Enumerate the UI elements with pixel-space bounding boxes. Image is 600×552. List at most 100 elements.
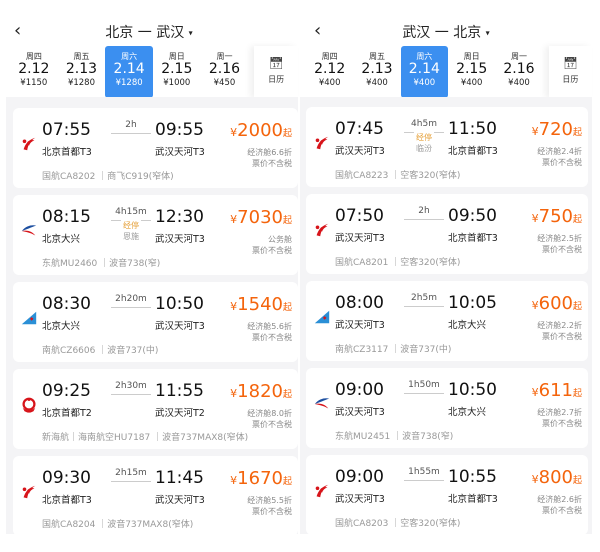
departure-time: 09:00 bbox=[335, 467, 384, 487]
departure-airport: 武汉天河T3 bbox=[335, 146, 385, 157]
price-suffix: 起 bbox=[282, 477, 292, 487]
flight-card[interactable]: 08:15 北京大兴 4h15m 经停 恩施 12:30 武汉天河T3 ¥7030起… bbox=[13, 195, 298, 275]
flight-info: 南航CZ3117 ｜波音737(中) bbox=[335, 345, 452, 355]
back-icon[interactable]: ‹ bbox=[14, 20, 22, 41]
arrival-time: 11:55 bbox=[155, 381, 204, 401]
china-southern-logo-icon bbox=[20, 309, 38, 327]
duration-text: 2h20m bbox=[115, 294, 147, 304]
tax-note: 票价不含税 bbox=[252, 246, 292, 255]
date-tab[interactable]: 周五 2.13 ¥400 bbox=[353, 46, 400, 98]
currency: ¥ bbox=[531, 386, 539, 399]
date: 2.14 bbox=[408, 61, 440, 77]
weekday: 周六 bbox=[121, 52, 138, 61]
date-tab[interactable]: 周日 2.15 ¥1000 bbox=[153, 46, 201, 98]
arrival-time: 10:50 bbox=[155, 294, 204, 314]
weekday: 周五 bbox=[368, 52, 385, 61]
tax-note: 票价不含税 bbox=[542, 419, 582, 428]
weekday: 周四 bbox=[25, 52, 42, 61]
caret-down-icon: ▾ bbox=[485, 28, 490, 38]
fare-info: 经济舱2.6折 票价不含税 bbox=[537, 494, 582, 516]
departure-time: 07:55 bbox=[42, 120, 91, 140]
cabin-discount: 经济舱5.5折 bbox=[247, 496, 292, 505]
stopover-badge: 经停 bbox=[414, 132, 434, 143]
arrival-time: 09:55 bbox=[155, 120, 204, 140]
duration: 2h bbox=[111, 120, 151, 134]
lowest-price: ¥400 bbox=[508, 78, 530, 88]
calendar-button[interactable]: 📅︎ 日历 bbox=[254, 46, 298, 98]
tax-note: 票价不含税 bbox=[252, 333, 292, 342]
currency: ¥ bbox=[531, 125, 539, 138]
departure-time: 08:15 bbox=[42, 207, 91, 227]
price: ¥800起 bbox=[532, 467, 582, 488]
cabin-discount: 经济舱2.2折 bbox=[537, 321, 582, 330]
route-title[interactable]: 武汉 一 北京 ▾ bbox=[300, 22, 592, 42]
date-tab[interactable]: 周四 2.12 ¥1150 bbox=[10, 46, 58, 98]
arrival-airport: 北京大兴 bbox=[448, 320, 487, 331]
date-tab[interactable]: 周六 2.14 ¥1280 bbox=[105, 46, 153, 98]
flight-card[interactable]: 07:45 武汉天河T3 4h5m 经停 临汾 11:50 北京首都T3 ¥720起… bbox=[306, 107, 588, 187]
currency: ¥ bbox=[230, 387, 238, 400]
arrival-airport: 武汉天河T3 bbox=[155, 147, 205, 158]
departure-time: 09:30 bbox=[42, 468, 91, 488]
flight-card[interactable]: 08:30 北京大兴 2h20m 10:50 武汉天河T3 ¥1540起 经济舱… bbox=[13, 282, 298, 362]
price: ¥600起 bbox=[532, 293, 582, 314]
lowest-price: ¥400 bbox=[460, 78, 483, 88]
air-china-logo-icon bbox=[313, 221, 331, 239]
price: ¥1540起 bbox=[230, 294, 292, 315]
duration: 4h5m 经停 临汾 bbox=[404, 119, 444, 154]
lowest-price: ¥400 bbox=[318, 78, 341, 88]
duration-line bbox=[111, 481, 151, 482]
departure-time: 07:45 bbox=[335, 119, 384, 139]
route-title[interactable]: 北京 一 武汉 ▾ bbox=[0, 22, 298, 42]
date: 2.12 bbox=[314, 61, 346, 77]
flight-card[interactable]: 09:25 北京首都T2 2h30m 11:55 武汉天河T2 ¥1820起 经… bbox=[13, 369, 298, 449]
lowest-price: ¥400 bbox=[413, 78, 436, 88]
weekday: 周六 bbox=[416, 52, 433, 61]
flight-card[interactable]: 09:00 武汉天河T3 1h55m 10:55 北京首都T3 ¥800起 经济… bbox=[306, 455, 588, 535]
date: 2.13 bbox=[361, 61, 393, 77]
lowest-price: ¥1280 bbox=[115, 78, 143, 88]
date-tab[interactable]: 周五 2.13 ¥1280 bbox=[58, 46, 106, 98]
flight-card[interactable]: 08:00 武汉天河T3 2h5m 10:05 北京大兴 ¥600起 经济舱2.… bbox=[306, 281, 588, 361]
date: 2.15 bbox=[161, 61, 193, 77]
date-tab[interactable]: 周一 2.16 ¥450 bbox=[201, 46, 249, 98]
currency: ¥ bbox=[531, 473, 539, 486]
date: 2.16 bbox=[503, 61, 535, 77]
duration-text: 2h bbox=[418, 206, 430, 216]
flight-list: 07:45 武汉天河T3 4h5m 经停 临汾 11:50 北京首都T3 ¥720起… bbox=[300, 97, 592, 535]
flight-card[interactable]: 07:50 武汉天河T3 2h 09:50 北京首都T3 ¥750起 经济舱2.… bbox=[306, 194, 588, 274]
flight-info: 国航CA8204 ｜波音737MAX8(窄体) bbox=[42, 520, 194, 530]
flight-card[interactable]: 09:30 北京首都T3 2h15m 11:45 武汉天河T3 ¥1670起 经… bbox=[13, 456, 298, 536]
date: 2.13 bbox=[65, 61, 98, 77]
date-tab[interactable]: 周日 2.15 ¥400 bbox=[448, 46, 495, 98]
lowest-price: ¥1150 bbox=[20, 78, 48, 88]
currency: ¥ bbox=[531, 299, 539, 312]
date: 2.14 bbox=[113, 61, 145, 77]
arrival-time: 09:50 bbox=[448, 206, 497, 226]
date-tab[interactable]: 周四 2.12 ¥400 bbox=[306, 46, 353, 98]
date-tab[interactable]: 周六 2.14 ¥400 bbox=[400, 46, 448, 98]
flight-card[interactable]: 09:00 武汉天河T3 1h50m 10:50 北京大兴 ¥611起 经济舱2… bbox=[306, 368, 588, 448]
stopover-city: 临汾 bbox=[416, 144, 432, 153]
departure-airport: 武汉天河T3 bbox=[335, 233, 385, 244]
back-icon[interactable]: ‹ bbox=[314, 20, 322, 41]
calendar-button[interactable]: 📅︎ 日历 bbox=[549, 46, 592, 98]
flight-card[interactable]: 07:55 北京首都T3 2h 09:55 武汉天河T3 ¥2000起 经济舱6… bbox=[13, 108, 298, 188]
currency: ¥ bbox=[230, 474, 238, 487]
currency: ¥ bbox=[531, 212, 539, 225]
duration-text: 2h bbox=[125, 120, 137, 130]
header: ‹ 北京 一 武汉 ▾ bbox=[0, 0, 298, 46]
departure-airport: 北京首都T2 bbox=[42, 408, 92, 419]
air-china-logo-icon bbox=[313, 134, 331, 152]
price-suffix: 起 bbox=[282, 303, 292, 313]
flight-list: 07:55 北京首都T3 2h 09:55 武汉天河T3 ¥2000起 经济舱6… bbox=[6, 97, 298, 536]
arrival-airport: 武汉天河T3 bbox=[155, 495, 205, 506]
weekday: 周日 bbox=[463, 52, 480, 61]
date-tab[interactable]: 周一 2.16 ¥400 bbox=[495, 46, 542, 98]
departure-airport: 北京大兴 bbox=[42, 321, 81, 332]
cabin-discount: 公务舱 bbox=[268, 235, 292, 244]
calendar-icon: 📅︎ bbox=[562, 56, 578, 70]
price: ¥750起 bbox=[532, 206, 582, 227]
duration-text: 4h15m bbox=[115, 207, 147, 217]
duration-line bbox=[111, 133, 151, 134]
